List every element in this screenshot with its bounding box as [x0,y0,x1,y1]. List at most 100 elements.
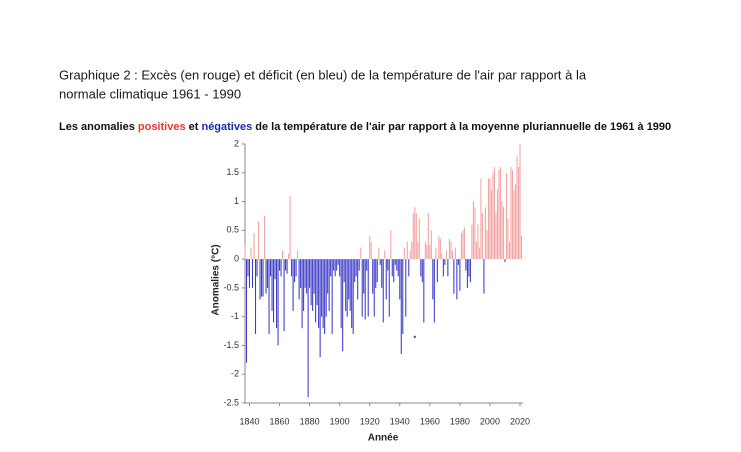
bar [282,250,284,260]
bar [261,259,263,297]
bar [409,250,411,260]
bar [313,259,315,294]
bar [361,259,363,317]
bar [358,259,360,271]
bar [444,259,446,265]
bar [484,207,486,260]
bar [508,241,511,260]
y-tick-label: 2 [234,138,239,148]
bar [433,259,435,323]
subtitle-part: Les anomalies [59,121,138,133]
bar [504,259,506,262]
bar [412,213,414,260]
bar [248,259,251,288]
bar [324,259,326,334]
bar [259,259,261,300]
bar [318,259,320,329]
bar [426,244,428,260]
bar [312,259,314,311]
y-axis-label: Anomalies (°C) [211,244,222,315]
bar [360,247,362,260]
bar [250,247,252,260]
bar [393,259,395,283]
x-tick-label: 1840 [239,416,259,426]
bar [333,259,335,271]
bar [510,167,512,260]
bar [456,259,458,300]
bar [304,259,306,288]
bar [441,253,443,260]
bar [355,259,357,277]
bar [257,221,260,260]
bar [343,259,345,283]
bar [245,259,248,363]
bar [366,259,368,271]
bar [400,259,402,355]
bar [277,259,279,346]
bar [438,236,440,260]
bar [450,241,452,260]
x-tick-label: 2020 [510,416,530,426]
bar [328,259,330,311]
subtitle-part: négatives [201,121,252,133]
bar [288,253,290,260]
bar [262,259,264,297]
bar [349,259,351,311]
bar [423,259,425,323]
y-tick-label: 0 [234,253,239,263]
bar [420,259,422,277]
bar [424,241,426,260]
bar [478,247,480,260]
bar [357,259,359,300]
bar [384,250,386,260]
y-tick-label: -2.5 [223,397,239,407]
y-tick-label: 1.5 [226,167,239,177]
bar [429,244,431,260]
bar [285,259,287,271]
bar [462,230,464,260]
bar [330,259,332,277]
bar [403,247,405,260]
bar [289,195,291,260]
bar [301,259,303,329]
bar [309,259,311,288]
bar [376,259,378,283]
bar [448,238,450,260]
bar [247,259,249,277]
bar [363,259,365,294]
bar [254,259,257,334]
x-tick-label: 1940 [390,416,410,426]
y-tick-label: -1 [231,311,239,321]
bar [480,178,482,260]
bar [513,190,515,260]
bar [381,259,383,288]
bar [453,259,455,294]
bar [327,259,329,294]
bar [372,259,374,294]
chart-subtitle: Les anomalies positives et négatives de … [59,121,671,133]
bar [394,259,396,265]
bar [445,250,447,260]
bar [298,259,300,300]
bar [373,259,375,317]
bar [276,259,278,329]
chart-title: normale climatique 1961 - 1990 [59,86,241,101]
bar [387,259,389,271]
bar [492,172,494,260]
bar [457,259,459,265]
bar [331,259,333,334]
y-tick-label: -1.5 [223,340,239,350]
bar [465,259,467,271]
bar [334,259,336,277]
bar [399,259,401,300]
bar [342,259,344,352]
bar [417,241,419,260]
x-tick-label: 1980 [450,416,470,426]
bar [472,201,474,260]
bar [514,184,517,260]
bar [251,259,254,288]
bar [280,259,282,277]
bar [315,259,317,323]
bar [346,259,348,317]
